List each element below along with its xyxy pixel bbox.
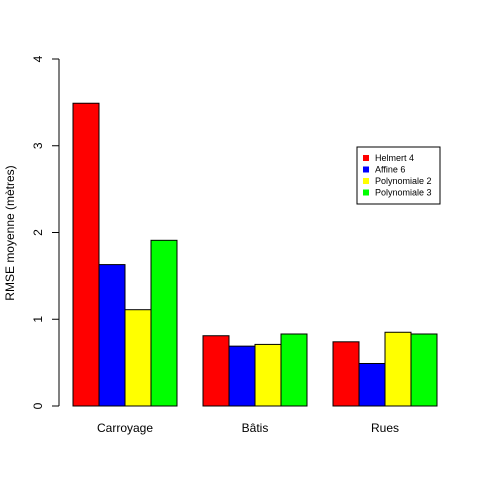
legend-label: Polynomiale 2 [375,176,432,186]
legend-swatch [363,178,369,184]
legend-label: Polynomiale 3 [375,188,432,198]
bar [202,335,230,407]
bar [280,333,308,407]
bar [124,309,152,407]
bar [228,345,256,407]
y-axis: 0 1 2 3 4 [31,55,60,409]
y-tick-label: 1 [31,316,45,323]
legend-swatch [363,189,369,196]
bar-group [72,102,438,407]
bar [98,264,126,407]
y-tick-label: 4 [31,55,45,62]
bar [332,341,360,407]
x-axis-labels: Carroyage Bâtis Rues [97,421,399,435]
legend-label: Helmert 4 [375,153,414,163]
y-axis-title: RMSE moyenne (mètres) [3,165,17,300]
legend-swatch [363,155,369,161]
bar [150,239,178,407]
bar [72,102,100,407]
y-tick-label: 2 [31,229,45,236]
bar [410,333,438,407]
x-tick-label: Bâtis [242,421,269,435]
legend-box [356,146,441,205]
y-tick-label: 3 [31,142,45,149]
y-tick-label: 0 [31,402,45,409]
bar [254,343,282,407]
x-tick-label: Carroyage [97,421,153,435]
bar [358,362,386,407]
x-tick-label: Rues [371,421,399,435]
bar [384,331,412,407]
legend-swatch [363,166,369,173]
legend-label: Affine 6 [375,165,405,175]
